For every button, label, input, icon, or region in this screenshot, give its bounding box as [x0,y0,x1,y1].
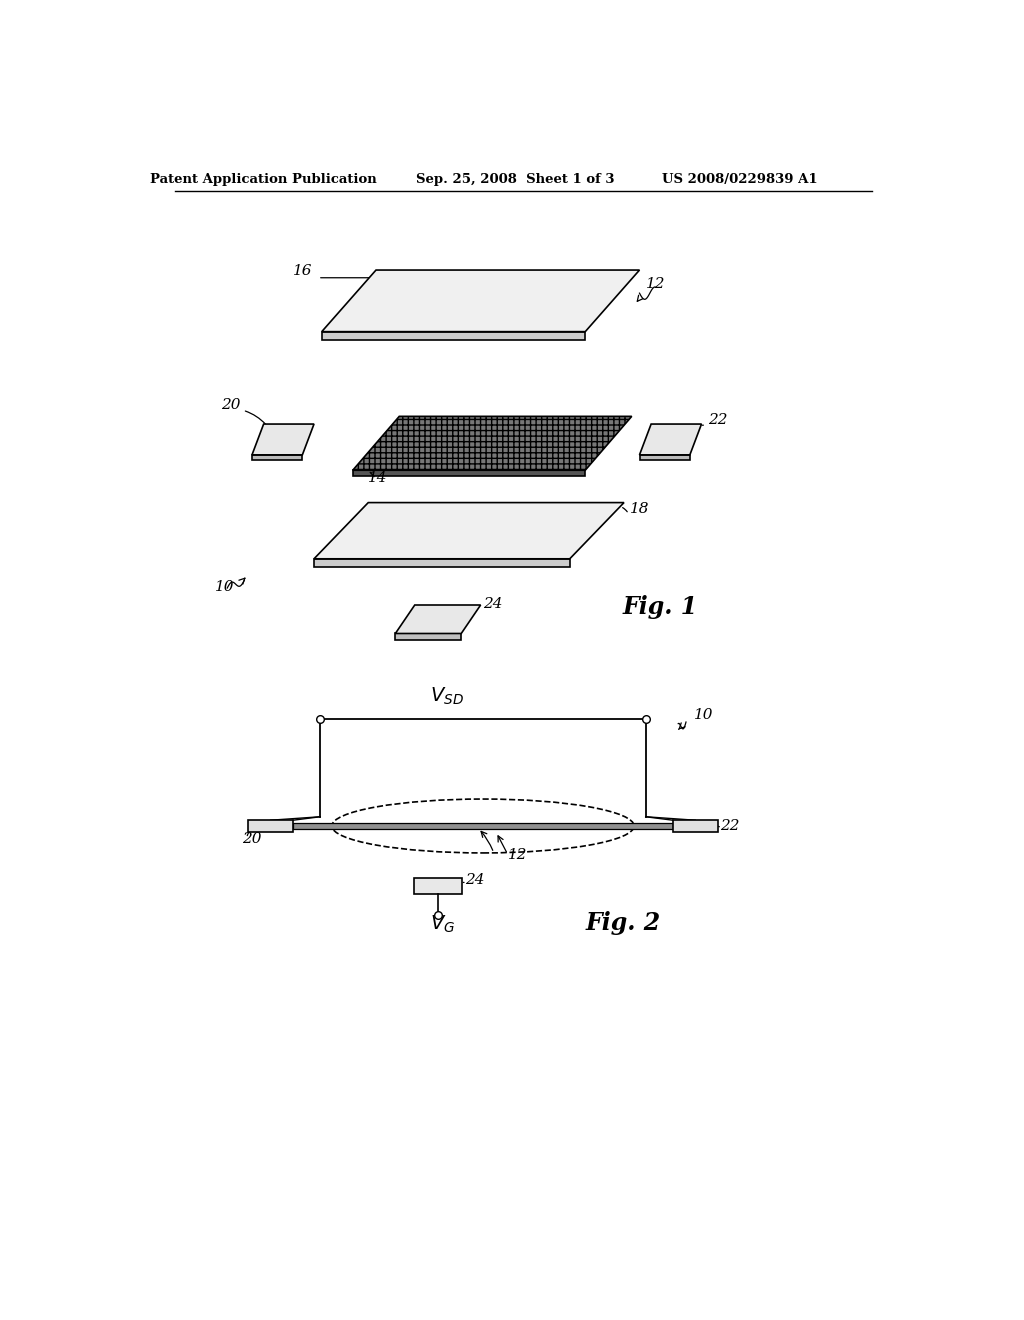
Polygon shape [314,503,624,558]
Text: 24: 24 [483,597,503,611]
Text: 14: 14 [369,471,388,484]
Text: US 2008/0229839 A1: US 2008/0229839 A1 [663,173,818,186]
Text: 22: 22 [720,818,739,833]
Polygon shape [314,558,569,568]
Text: 16: 16 [293,264,312,279]
Text: 18: 18 [630,502,649,516]
Text: $V_{SD}$: $V_{SD}$ [430,685,464,706]
FancyBboxPatch shape [673,820,718,832]
Polygon shape [352,416,632,470]
Polygon shape [252,455,302,461]
Text: 12: 12 [646,277,666,290]
Text: Sep. 25, 2008  Sheet 1 of 3: Sep. 25, 2008 Sheet 1 of 3 [416,173,614,186]
Polygon shape [640,455,690,461]
Text: 10: 10 [693,708,714,722]
Text: 12: 12 [508,849,527,862]
Text: $V_G$: $V_G$ [430,913,456,936]
Text: 10: 10 [215,581,234,594]
Text: 22: 22 [708,413,727,428]
Polygon shape [640,424,701,455]
Text: Fig. 1: Fig. 1 [623,595,697,619]
Text: 20: 20 [242,832,261,846]
Text: Patent Application Publication: Patent Application Publication [151,173,377,186]
Polygon shape [322,271,640,331]
Text: 20: 20 [221,397,241,412]
Polygon shape [395,605,480,634]
Polygon shape [252,424,314,455]
Polygon shape [352,470,586,477]
Polygon shape [322,331,586,341]
Polygon shape [395,634,461,640]
FancyBboxPatch shape [248,820,293,832]
Text: 24: 24 [465,873,484,887]
FancyBboxPatch shape [293,824,673,829]
Text: Fig. 2: Fig. 2 [586,911,660,935]
FancyBboxPatch shape [414,878,462,894]
